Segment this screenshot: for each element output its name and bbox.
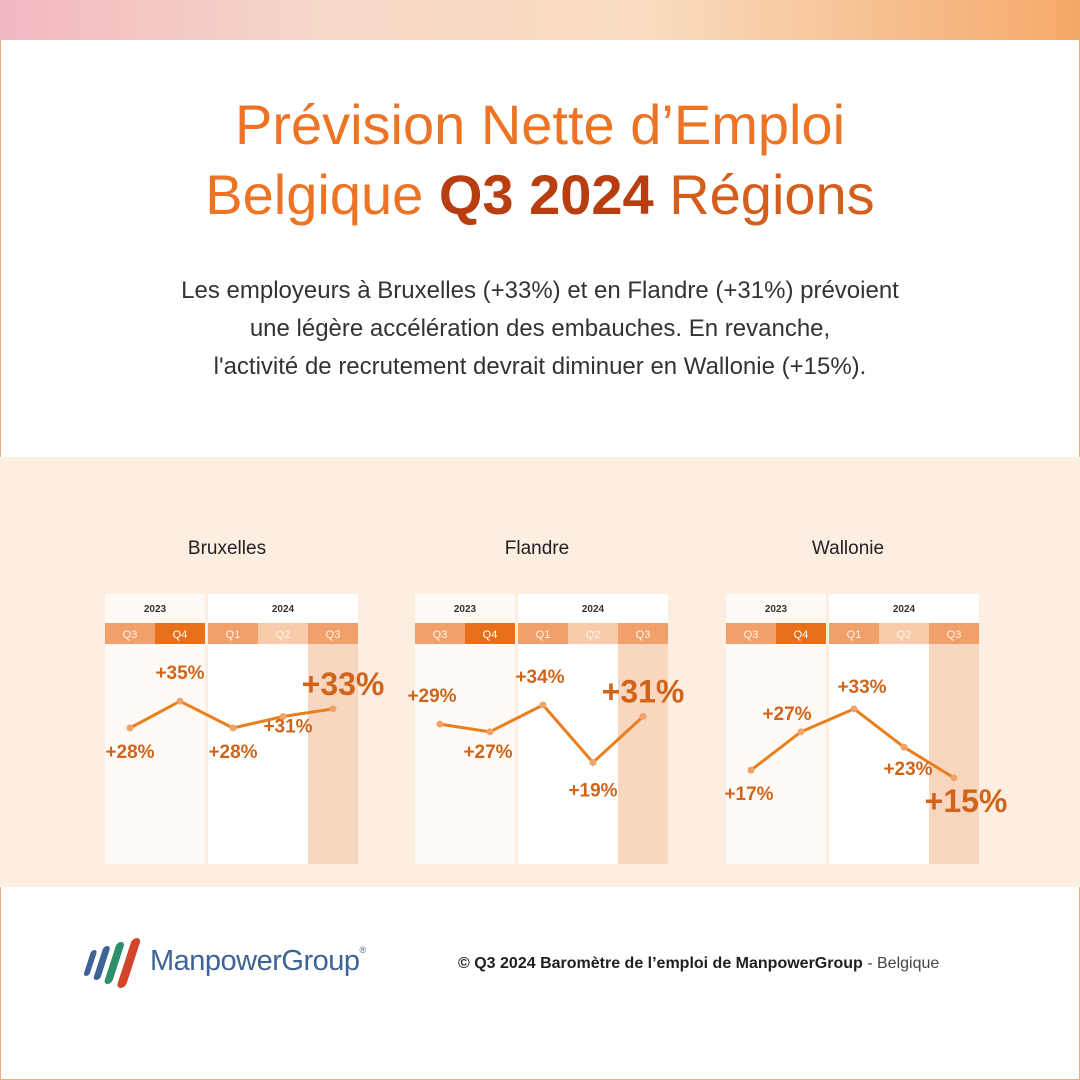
quarter-label: Q2 <box>897 629 912 641</box>
manpowergroup-logo-icon <box>83 938 141 988</box>
forecast-column <box>929 644 979 864</box>
data-label: +27% <box>463 742 512 763</box>
quarter-tab <box>258 623 308 644</box>
year-label: 2024 <box>582 604 605 615</box>
year-label: 2024 <box>893 604 916 615</box>
quarter-label: Q2 <box>586 629 601 641</box>
data-point <box>486 728 494 736</box>
title-regions: Régions <box>653 163 875 226</box>
data-point <box>229 724 237 732</box>
quarter-label: Q2 <box>276 629 291 641</box>
quarter-label: Q4 <box>173 629 188 641</box>
data-label: +33% <box>837 677 886 698</box>
quarter-tab <box>208 623 258 644</box>
quarter-tab <box>829 623 879 644</box>
subtitle-line-3: l'activité de recrutement devrait diminu… <box>213 353 867 380</box>
subtitle-line-2: une légère accélération des embauches. E… <box>249 315 831 342</box>
data-label: +23% <box>883 759 932 780</box>
data-point <box>126 724 134 732</box>
data-point <box>950 774 958 782</box>
data-point <box>589 759 597 766</box>
quarter-label: Q4 <box>483 629 498 641</box>
data-label: +15% <box>925 783 1008 819</box>
quarter-label: Q3 <box>123 629 138 641</box>
quarter-tab <box>568 623 618 644</box>
quarter-label: Q3 <box>326 629 341 641</box>
quarter-tab <box>518 623 568 644</box>
quarter-tab <box>879 623 929 644</box>
data-point <box>279 713 287 720</box>
quarter-tab <box>105 623 155 644</box>
data-label: +31% <box>263 717 312 738</box>
quarter-label: Q1 <box>226 629 241 641</box>
quarter-tab <box>618 623 668 644</box>
data-label: +35% <box>155 663 204 684</box>
copyright: © Q3 2024 Baromètre de l’emploi de Manpo… <box>458 955 939 973</box>
subtitle: Les employeurs à Bruxelles (+33%) et en … <box>80 272 1000 386</box>
chart-title: Flandre <box>505 538 569 559</box>
year-label: 2023 <box>144 604 167 615</box>
year-label: 2024 <box>272 604 295 615</box>
data-point <box>747 766 755 774</box>
year-label: 2023 <box>454 604 477 615</box>
data-point <box>639 713 647 720</box>
brand-name-text: ManpowerGroup <box>150 945 360 977</box>
chart-title: Bruxelles <box>188 538 266 559</box>
data-label: +27% <box>762 704 811 725</box>
data-point <box>436 720 444 728</box>
title-country: Belgique <box>205 163 439 226</box>
data-label: +28% <box>208 742 257 763</box>
data-label: +33% <box>302 666 385 702</box>
title-period: Q3 2024 <box>438 163 654 226</box>
page-title-line-1: Prévision Nette d’Emploi <box>0 90 1080 160</box>
quarter-label: Q4 <box>794 629 809 641</box>
copyright-text: © Q3 2024 Baromètre de l’emploi de Manpo… <box>458 955 863 972</box>
quarter-label: Q3 <box>636 629 651 641</box>
forecast-column <box>308 644 358 864</box>
quarter-label: Q3 <box>947 629 962 641</box>
quarter-label: Q3 <box>744 629 759 641</box>
data-point <box>176 697 184 705</box>
quarter-label: Q1 <box>847 629 862 641</box>
quarter-tab <box>465 623 515 644</box>
data-point <box>797 728 805 736</box>
data-point <box>539 701 547 709</box>
chart-title: Wallonie <box>812 538 884 559</box>
title-line-1-text: Prévision Nette d’Emploi <box>234 93 846 156</box>
quarter-tab <box>726 623 776 644</box>
data-label: +29% <box>407 686 456 707</box>
data-label: +34% <box>515 667 564 688</box>
brand-name: ManpowerGroup® <box>150 945 366 978</box>
quarter-label: Q1 <box>536 629 551 641</box>
subtitle-line-1: Les employeurs à Bruxelles (+33%) et en … <box>181 277 899 304</box>
quarter-tab <box>929 623 979 644</box>
copyright-country: - Belgique <box>862 955 940 972</box>
data-label: +17% <box>724 784 773 805</box>
data-point <box>850 705 858 713</box>
page-title-line-2: Belgique Q3 2024 Régions <box>0 160 1080 230</box>
data-point <box>900 743 908 751</box>
quarter-tab <box>415 623 465 644</box>
data-label: +31% <box>602 674 685 710</box>
quarter-label: Q3 <box>433 629 448 641</box>
quarter-tab <box>155 623 205 644</box>
data-label: +19% <box>568 781 617 802</box>
quarter-tab <box>776 623 826 644</box>
year-label: 2023 <box>765 604 788 615</box>
forecast-column <box>618 644 668 864</box>
charts-area: Bruxelles 2023 2024 Q3 Q4 Q1 Q2 Q3 +28% +35% +28% +… <box>105 538 1008 864</box>
data-label: +28% <box>105 742 154 763</box>
quarter-tab <box>308 623 358 644</box>
registered-mark: ® <box>359 945 367 955</box>
data-point <box>329 705 337 713</box>
